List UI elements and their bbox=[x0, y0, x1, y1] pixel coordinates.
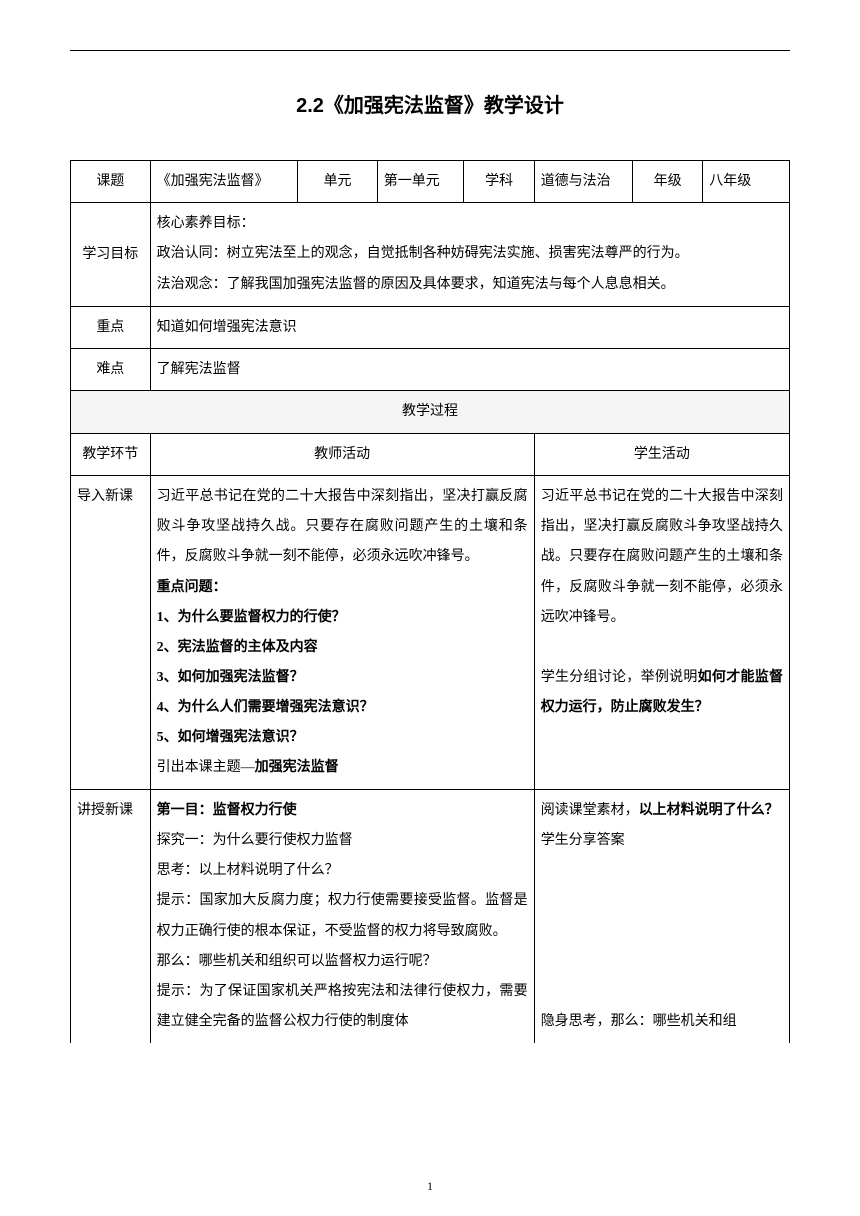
intro-student-blank bbox=[541, 633, 783, 663]
table-row-process-cols: 教学环节 教师活动 学生活动 bbox=[71, 433, 790, 475]
goals-label: 学习目标 bbox=[71, 203, 151, 306]
teach-student-blank5 bbox=[541, 977, 783, 1007]
page-number: 1 bbox=[0, 1179, 860, 1194]
teach-student-blank4 bbox=[541, 947, 783, 977]
header-topic-value: 《加强宪法监督》 bbox=[150, 161, 298, 203]
goals-label-text: 学习目标 bbox=[77, 240, 144, 269]
teach-student-1: 阅读课堂素材，以上材料说明了什么？ bbox=[541, 796, 783, 826]
keypoint-label: 重点 bbox=[71, 306, 151, 348]
difficulty-content: 了解宪法监督 bbox=[150, 349, 789, 391]
top-rule bbox=[70, 50, 790, 51]
header-subject-value: 道德与法治 bbox=[534, 161, 632, 203]
teach-label: 讲授新课 bbox=[71, 790, 151, 1043]
teach-teacher-1: 第一目：监督权力行使 bbox=[157, 796, 528, 826]
lesson-plan-table: 课题 《加强宪法监督》 单元 第一单元 学科 道德与法治 年级 八年级 学习目标… bbox=[70, 160, 790, 1043]
process-col-student: 学生活动 bbox=[534, 433, 789, 475]
teach-student-blank3 bbox=[541, 917, 783, 947]
goals-line-3: 法治观念：了解我国加强宪法监督的原因及具体要求，知道宪法与每个人息息相关。 bbox=[157, 270, 783, 300]
intro-teacher-4: 2、宪法监督的主体及内容 bbox=[157, 633, 528, 663]
header-unit-label: 单元 bbox=[298, 161, 378, 203]
teach-student: 阅读课堂素材，以上材料说明了什么？ 学生分享答案 隐身思考，那么：哪些机关和组 bbox=[534, 790, 789, 1043]
header-grade-label: 年级 bbox=[633, 161, 703, 203]
intro-teacher-7: 5、如何增强宪法意识？ bbox=[157, 723, 528, 753]
goals-content: 核心素养目标： 政治认同：树立宪法至上的观念，自觉抵制各种妨碍宪法实施、损害宪法… bbox=[150, 203, 789, 306]
intro-teacher-3: 1、为什么要监督权力的行使？ bbox=[157, 603, 528, 633]
table-row-difficulty: 难点 了解宪法监督 bbox=[71, 349, 790, 391]
teach-teacher: 第一目：监督权力行使 探究一：为什么要行使权力监督 思考：以上材料说明了什么？ … bbox=[150, 790, 534, 1043]
process-col-stage: 教学环节 bbox=[71, 433, 151, 475]
teach-teacher-3: 思考：以上材料说明了什么？ bbox=[157, 856, 528, 886]
intro-teacher-8b: 加强宪法监督 bbox=[255, 760, 339, 775]
page-title: 2.2《加强宪法监督》教学设计 bbox=[70, 89, 790, 118]
teach-student-blank1 bbox=[541, 856, 783, 886]
intro-teacher-8: 引出本课主题—加强宪法监督 bbox=[157, 753, 528, 783]
intro-teacher-6: 4、为什么人们需要增强宪法意识？ bbox=[157, 693, 528, 723]
keypoint-content: 知道如何增强宪法意识 bbox=[150, 306, 789, 348]
teach-teacher-4: 提示：国家加大反腐力度；权力行使需要接受监督。监督是权力正确行使的根本保证，不受… bbox=[157, 886, 528, 946]
header-topic-label: 课题 bbox=[71, 161, 151, 203]
intro-teacher-2: 重点问题： bbox=[157, 573, 528, 603]
difficulty-label: 难点 bbox=[71, 349, 151, 391]
teach-teacher-6: 提示：为了保证国家机关严格按宪法和法律行使权力，需要建立健全完备的监督公权力行使… bbox=[157, 977, 528, 1037]
header-unit-value: 第一单元 bbox=[377, 161, 464, 203]
intro-teacher-8a: 引出本课主题— bbox=[157, 760, 255, 775]
teach-student-blank2 bbox=[541, 886, 783, 916]
table-row-keypoint: 重点 知道如何增强宪法意识 bbox=[71, 306, 790, 348]
intro-student-1: 习近平总书记在党的二十大报告中深刻指出，坚决打赢反腐败斗争攻坚战持久战。只要存在… bbox=[541, 482, 783, 632]
header-subject-label: 学科 bbox=[464, 161, 534, 203]
teach-student-1a: 阅读课堂素材， bbox=[541, 803, 639, 818]
header-grade-value: 八年级 bbox=[703, 161, 790, 203]
intro-teacher-5: 3、如何加强宪法监督？ bbox=[157, 663, 528, 693]
intro-student: 习近平总书记在党的二十大报告中深刻指出，坚决打赢反腐败斗争攻坚战持久战。只要存在… bbox=[534, 476, 789, 790]
table-row-intro: 导入新课 习近平总书记在党的二十大报告中深刻指出，坚决打赢反腐败斗争攻坚战持久战… bbox=[71, 476, 790, 790]
table-row-header: 课题 《加强宪法监督》 单元 第一单元 学科 道德与法治 年级 八年级 bbox=[71, 161, 790, 203]
goals-line-1: 核心素养目标： bbox=[157, 209, 783, 239]
intro-teacher-1: 习近平总书记在党的二十大报告中深刻指出，坚决打赢反腐败斗争攻坚战持久战。只要存在… bbox=[157, 482, 528, 572]
teach-student-2: 学生分享答案 bbox=[541, 826, 783, 856]
table-row-teach: 讲授新课 第一目：监督权力行使 探究一：为什么要行使权力监督 思考：以上材料说明… bbox=[71, 790, 790, 1043]
intro-student-2: 学生分组讨论，举例说明如何才能监督权力运行，防止腐败发生？ bbox=[541, 663, 783, 723]
table-row-goals: 学习目标 核心素养目标： 政治认同：树立宪法至上的观念，自觉抵制各种妨碍宪法实施… bbox=[71, 203, 790, 306]
teach-teacher-2: 探究一：为什么要行使权力监督 bbox=[157, 826, 528, 856]
teach-teacher-5: 那么：哪些机关和组织可以监督权力运行呢？ bbox=[157, 947, 528, 977]
process-header: 教学过程 bbox=[71, 391, 790, 433]
intro-teacher: 习近平总书记在党的二十大报告中深刻指出，坚决打赢反腐败斗争攻坚战持久战。只要存在… bbox=[150, 476, 534, 790]
intro-student-2a: 学生分组讨论，举例说明 bbox=[541, 670, 698, 685]
teach-student-1b: 以上材料说明了什么？ bbox=[639, 803, 779, 818]
teach-student-7: 隐身思考，那么：哪些机关和组 bbox=[541, 1007, 783, 1037]
table-row-process-header: 教学过程 bbox=[71, 391, 790, 433]
intro-label: 导入新课 bbox=[71, 476, 151, 790]
process-col-teacher: 教师活动 bbox=[150, 433, 534, 475]
goals-line-2: 政治认同：树立宪法至上的观念，自觉抵制各种妨碍宪法实施、损害宪法尊严的行为。 bbox=[157, 239, 783, 269]
